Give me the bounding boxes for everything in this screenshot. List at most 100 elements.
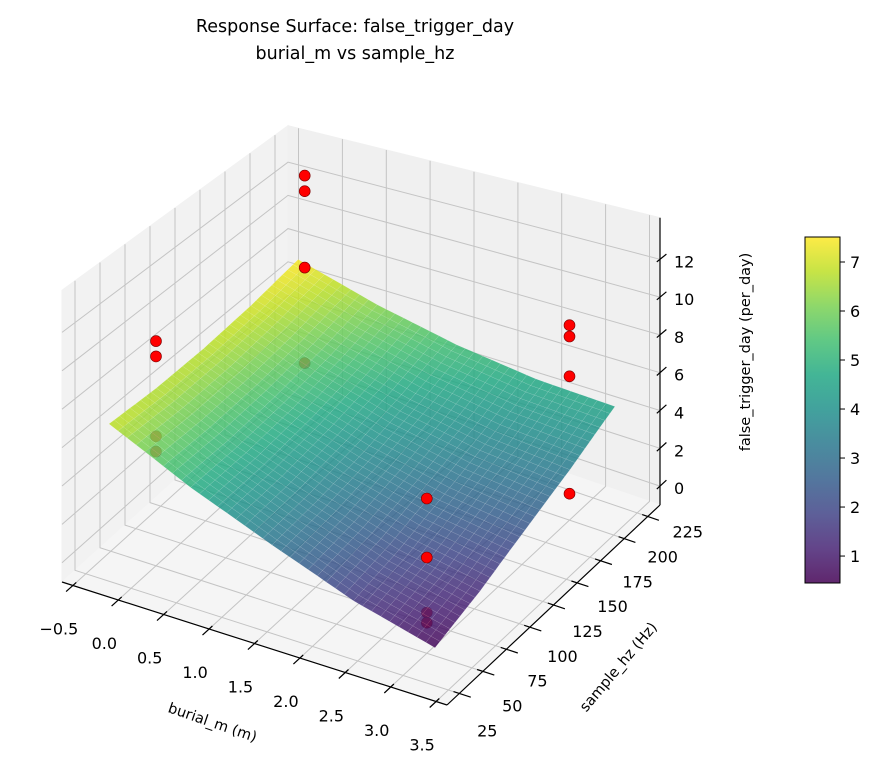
colorbar: 1 2 3 4 5 6 7 [804, 236, 860, 584]
gridline-z [61, 194, 661, 372]
scatter-points-above-surface [150, 169, 576, 564]
x-tick-label: 0.5 [137, 648, 162, 667]
colorbar-fill [805, 237, 840, 583]
gridline-z [61, 161, 661, 333]
surface-patch [555, 465, 571, 477]
colorbar-tick-label: 2 [850, 498, 860, 517]
colorbar-tick-label: 4 [850, 400, 860, 419]
y-tick-label: 25 [477, 721, 497, 740]
surface-patch [600, 403, 616, 414]
x-tick [338, 669, 349, 679]
y-tick-label: 125 [572, 622, 603, 641]
scatter-point [298, 169, 311, 182]
z-tick [656, 291, 667, 301]
colorbar-tick-label: 6 [850, 302, 860, 321]
colorbar-tick-label: 1 [850, 547, 860, 566]
x-tick-label: 3.0 [364, 721, 389, 740]
gridline-x [390, 204, 607, 688]
colorbar-frame [804, 236, 841, 584]
z-tick [656, 253, 667, 263]
scatter-point [150, 350, 162, 363]
x-tick-label: 2.0 [273, 692, 298, 711]
surface-patch [495, 545, 511, 558]
x-tick [111, 596, 123, 607]
y-tick-label: 50 [502, 697, 522, 716]
gridline-z [61, 261, 661, 448]
y-tick [476, 668, 495, 676]
y-tick [524, 624, 542, 632]
z-tick-label: 4 [674, 404, 684, 423]
response-surface [108, 259, 616, 648]
z-tick [656, 442, 667, 452]
y-tick-label: 225 [672, 523, 703, 542]
y-tick [547, 602, 566, 610]
y-tick [594, 558, 613, 566]
x-tick [202, 625, 213, 636]
gridline-z [61, 228, 661, 410]
surface-patch [505, 532, 521, 544]
y-tick-label: 200 [647, 547, 678, 566]
scatter-point [298, 261, 311, 274]
x-tick [292, 654, 304, 665]
z-tick-label: 10 [674, 290, 694, 309]
surface-patch [455, 598, 471, 611]
x-tick-label: 3.5 [409, 736, 434, 755]
scatter-point [563, 319, 576, 332]
z-axis-label: false_trigger_day (per_day) [738, 253, 754, 452]
y-tick-label: 100 [547, 647, 578, 666]
x-tick [383, 683, 395, 694]
y-tick [453, 691, 471, 698]
scatter-point [150, 335, 162, 347]
y-tick-label: 150 [597, 597, 628, 616]
surface-patch [440, 617, 456, 630]
x-axis-label: burial_m (m) [166, 701, 259, 746]
x-tick-label: −0.5 [39, 619, 78, 638]
colorbar-tick-label: 7 [850, 253, 860, 272]
z-tick [656, 329, 667, 339]
x-tick [156, 610, 168, 622]
y-tick [642, 514, 660, 521]
scatter-point [420, 492, 433, 505]
x-tick [247, 640, 259, 651]
z-tick [656, 404, 667, 414]
surface-patch [425, 635, 441, 648]
scatter-point [563, 330, 576, 343]
chart-subtitle: burial_m vs sample_hz [256, 44, 455, 64]
z-tick [656, 366, 667, 376]
z-tick-label: 12 [674, 252, 694, 271]
surface-patch [435, 623, 451, 636]
surface-patch [450, 604, 466, 617]
z-tick-label: 2 [674, 441, 684, 460]
y-tick [618, 536, 636, 543]
scatter-point [420, 551, 433, 564]
y-tick-label: 75 [527, 672, 547, 691]
scatter-point [563, 487, 576, 500]
scatter-point [298, 185, 311, 197]
gridline-y [99, 262, 483, 672]
x-tick-label: 0.0 [92, 634, 117, 653]
surface-patch [500, 539, 516, 551]
surface-patch [430, 629, 446, 642]
x-tick [65, 581, 77, 593]
scatter-point [563, 370, 576, 383]
z-tick [656, 479, 667, 490]
y-tick-label: 175 [622, 572, 653, 591]
z-tick-label: 6 [674, 366, 684, 385]
x-tick [429, 698, 440, 708]
gridline-y [74, 280, 460, 694]
chart-title: Response Surface: false_trigger_day [196, 17, 514, 37]
x-tick-label: 2.5 [319, 707, 344, 726]
colorbar-tick-label: 3 [850, 449, 860, 468]
axis-lines [61, 217, 667, 708]
colorbar-tick-label: 5 [850, 351, 860, 370]
z-tick-label: 8 [674, 328, 684, 347]
y-tick [571, 580, 589, 588]
surface-patch [545, 479, 561, 491]
x-tick-label: 1.5 [228, 678, 253, 697]
y-tick [500, 646, 518, 654]
surface-patch [445, 611, 461, 623]
x-tick-label: 1.0 [182, 663, 207, 682]
